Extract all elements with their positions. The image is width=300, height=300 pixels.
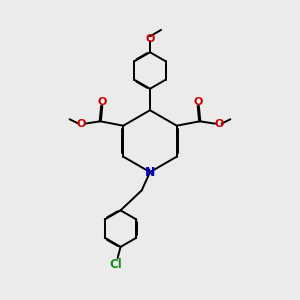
Text: O: O	[145, 34, 155, 44]
Text: Cl: Cl	[109, 258, 122, 271]
Text: O: O	[194, 98, 203, 107]
Text: N: N	[145, 166, 155, 178]
Text: O: O	[76, 118, 86, 129]
Text: O: O	[97, 98, 106, 107]
Text: O: O	[214, 118, 224, 129]
